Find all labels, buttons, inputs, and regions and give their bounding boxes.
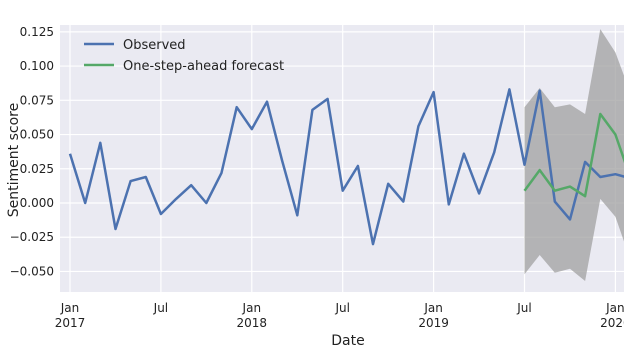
y-axis-label: Sentiment score (6, 103, 22, 217)
y-tick-label: 0.050 (20, 128, 54, 142)
x-tick-label: Jan (423, 301, 443, 315)
series-line-forecast (523, 112, 624, 198)
x-tick-label: Jan (242, 301, 262, 315)
legend: Observed One-step-ahead forecast (84, 38, 284, 74)
y-tick-label: 0.075 (20, 93, 54, 107)
x-tick-labels: Jan2017JulJan2018JulJan2019JulJan2020 (55, 301, 624, 330)
y-tick-label: 0.125 (20, 25, 54, 39)
y-tick-label: 0.025 (20, 162, 54, 176)
y-tick-label: −0.025 (10, 230, 54, 244)
series-line-observed (68, 88, 624, 246)
y-tick-label: 0.100 (20, 59, 54, 73)
legend-label-forecast: One-step-ahead forecast (123, 59, 284, 74)
x-axis-label: Date (331, 333, 364, 349)
x-tick-year-label: 2017 (55, 316, 86, 330)
x-tick-year-label: 2020 (600, 316, 624, 330)
y-tick-label: 0.000 (20, 196, 54, 210)
x-tick-label: Jan (605, 301, 624, 315)
confidence-band-layer (524, 29, 624, 281)
y-tick-labels: −0.050 −0.025 0.000 0.025 0.050 0.075 0.100 0.1… (10, 25, 54, 279)
x-tick-label: Jul (334, 301, 349, 315)
x-tick-label: Jan (60, 301, 80, 315)
series-layer (68, 88, 624, 246)
x-tick-label: Jul (153, 301, 168, 315)
x-tick-year-label: 2019 (418, 316, 449, 330)
y-tick-label: −0.050 (10, 264, 54, 278)
x-tick-year-label: 2018 (237, 316, 268, 330)
confidence-band (524, 29, 624, 281)
legend-label-observed: Observed (123, 38, 186, 53)
x-tick-label: Jul (516, 301, 531, 315)
